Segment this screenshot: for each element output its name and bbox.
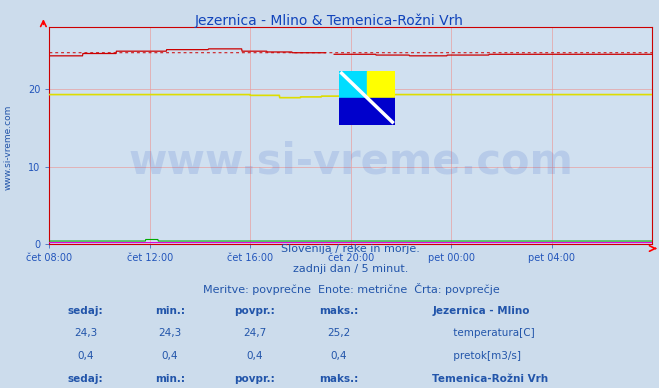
Text: min.:: min.: — [155, 306, 185, 316]
Text: pretok[m3/s]: pretok[m3/s] — [450, 350, 521, 360]
Text: zadnji dan / 5 minut.: zadnji dan / 5 minut. — [293, 264, 409, 274]
Text: Jezernica - Mlino: Jezernica - Mlino — [432, 306, 530, 316]
Text: sedaj:: sedaj: — [68, 374, 103, 385]
Text: 0,4: 0,4 — [331, 350, 347, 360]
Text: Jezernica - Mlino & Temenica-Rožni Vrh: Jezernica - Mlino & Temenica-Rožni Vrh — [195, 14, 464, 28]
Text: Temenica-Rožni Vrh: Temenica-Rožni Vrh — [432, 374, 548, 385]
Text: Meritve: povprečne  Enote: metrične  Črta: povprečje: Meritve: povprečne Enote: metrične Črta:… — [202, 283, 500, 295]
Text: maks.:: maks.: — [319, 306, 358, 316]
Text: Slovenija / reke in morje.: Slovenija / reke in morje. — [281, 244, 420, 254]
Text: sedaj:: sedaj: — [68, 306, 103, 316]
Text: min.:: min.: — [155, 374, 185, 385]
Text: maks.:: maks.: — [319, 374, 358, 385]
Text: 0,4: 0,4 — [77, 350, 94, 360]
Text: 0,4: 0,4 — [161, 350, 179, 360]
Text: temperatura[C]: temperatura[C] — [450, 328, 535, 338]
Text: 0,4: 0,4 — [246, 350, 263, 360]
Text: 24,3: 24,3 — [74, 328, 98, 338]
Text: www.si-vreme.com: www.si-vreme.com — [3, 105, 13, 190]
Text: 25,2: 25,2 — [328, 328, 351, 338]
Bar — [367, 71, 395, 98]
Text: povpr.:: povpr.: — [234, 374, 275, 385]
Text: www.si-vreme.com: www.si-vreme.com — [129, 141, 573, 183]
Bar — [339, 98, 395, 125]
Bar — [339, 71, 367, 98]
Text: 24,3: 24,3 — [158, 328, 182, 338]
Text: povpr.:: povpr.: — [234, 306, 275, 316]
Text: 24,7: 24,7 — [243, 328, 266, 338]
